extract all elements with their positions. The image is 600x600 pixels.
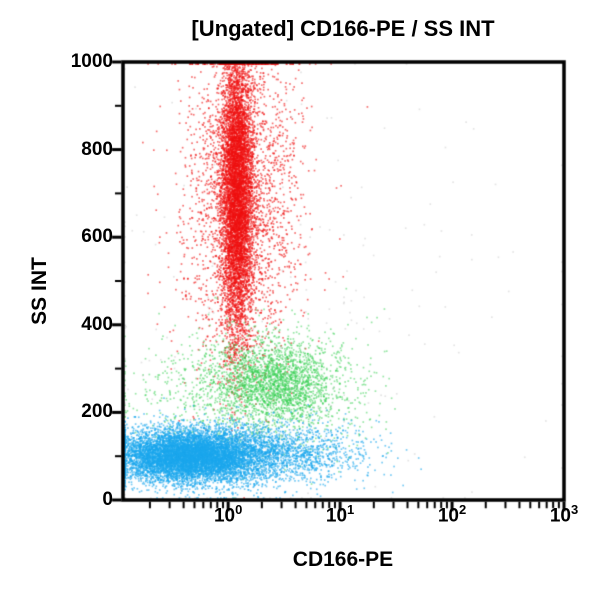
x-tick-label: 102 [437, 502, 467, 527]
y-tick-label: 200 [81, 401, 113, 423]
x-tick-label: 103 [549, 502, 579, 527]
y-tick-label: 400 [81, 313, 113, 335]
chart-title: [Ungated] CD166-PE / SS INT [191, 16, 495, 41]
x-axis-title: CD166-PE [292, 548, 394, 571]
y-tick-label: 800 [81, 138, 113, 160]
x-tick-label: 101 [325, 502, 355, 527]
y-tick-label: 1000 [70, 51, 113, 72]
y-axis-title: SS INT [28, 257, 51, 325]
y-tick-label: 0 [102, 489, 113, 510]
y-tick-label: 600 [81, 226, 113, 248]
x-tick-label: 100 [213, 502, 243, 527]
